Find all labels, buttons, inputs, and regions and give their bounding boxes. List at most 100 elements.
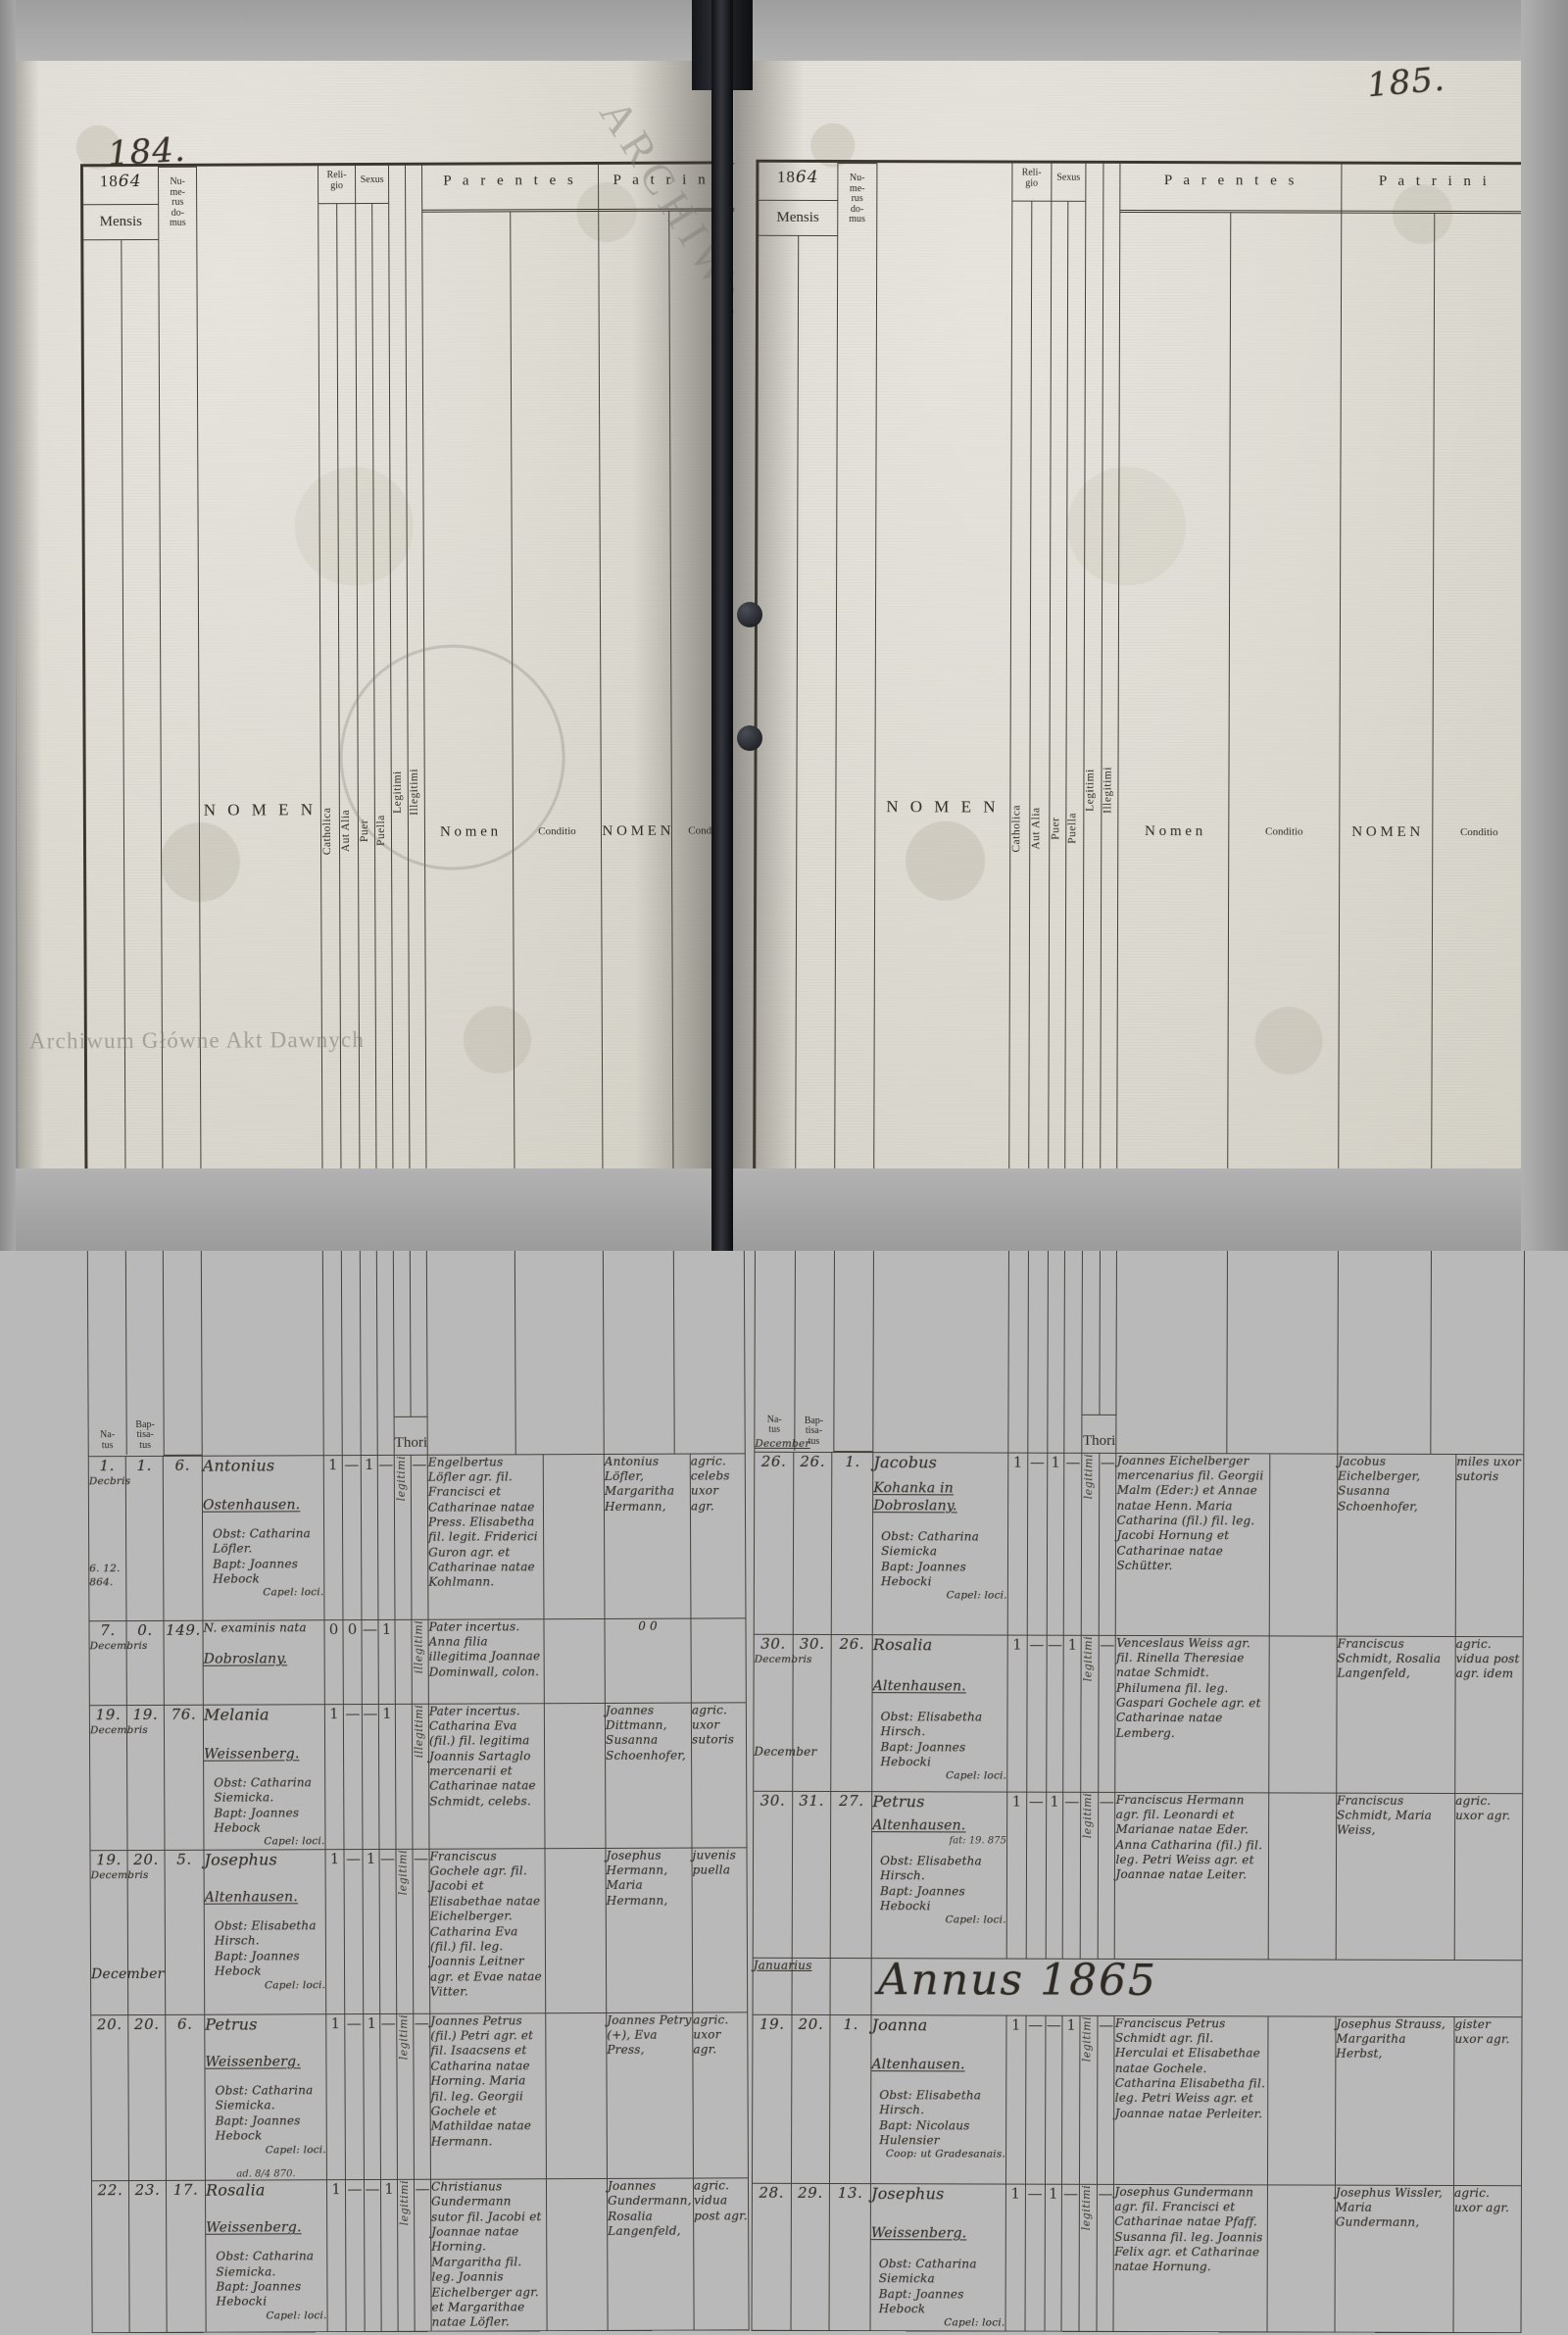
row-child-name: Petrus	[205, 2014, 325, 2035]
row-puer: 1	[364, 2014, 379, 2032]
header-parentes: P a r e n t e s	[1121, 164, 1342, 212]
row-place: Altenhausen.	[872, 1817, 1006, 1835]
header-patrini: P a t r i n i	[1342, 165, 1527, 213]
row-catholica: 1	[326, 1850, 344, 1867]
header-parentes-group: P a r e n t e s N o m e n Conditio	[1116, 163, 1342, 1453]
register-row[interactable]: 1. Decbris 6. 12. 864. 1. 6. Antonius Os…	[88, 1453, 746, 1620]
register-row[interactable]: 28. 29. 13. Josephus Weissenberg. Obst: …	[752, 2183, 1521, 2333]
register-row[interactable]: 30. 31. 27. Petrus Altenhausen. fat: 19.…	[753, 1791, 1523, 1960]
row-parentes-nomen: Franciscus Hermann agr. fil. Leonardi et…	[1115, 1792, 1268, 1883]
row-baptizans: Bapt: Joannes Hebock	[205, 1949, 325, 1979]
row-extra: 6. 12. 864.	[89, 1563, 125, 1589]
row-baptizans: Bapt: Joannes Hebocki	[206, 2279, 326, 2310]
header-patrini-nomen: N O M E N	[599, 210, 674, 1454]
row-extra: December	[91, 1966, 127, 1984]
header-religio-group: Reli- gio Catholica Aut Alia	[1008, 163, 1052, 1453]
header-mensis: Mensis	[83, 204, 159, 239]
header-religio-group: Reli- gio Catholica Aut Alia	[318, 166, 362, 1456]
row-aut-alia: 0	[344, 1620, 362, 1638]
header-natus: Na- tus December	[755, 235, 798, 1451]
row-domus: 26.	[832, 1635, 872, 1654]
row-patrini-conditio: gister uxor agr.	[1454, 2017, 1521, 2048]
register-row[interactable]: 26. 26. 1. Jacobus Kohanka in Dobroslany…	[754, 1452, 1524, 1636]
row-parentes-nomen: Venceslaus Weiss agr. fil. Rinella There…	[1116, 1635, 1269, 1741]
register-row[interactable]: 7. Decembris 0. 149. N. examinis nata Do…	[89, 1617, 746, 1705]
left-edge-shadow	[14, 58, 44, 1175]
row-thori: legitimi	[1082, 1453, 1095, 1505]
row-baptisatus: 1.	[126, 1456, 163, 1474]
row-puella: 1	[379, 1704, 395, 1721]
left-page-leaf: 184.	[14, 55, 724, 1175]
register-row[interactable]: 30. Decembris December 30. 26. Rosalia A…	[754, 1634, 1523, 1793]
row-patrini-nomen: Jacobus Eichelberger, Susanna Schoenhofe…	[1338, 1454, 1455, 1515]
row-baptisatus: 26.	[794, 1452, 832, 1470]
folio-number-right: 185.	[1365, 60, 1446, 106]
register-row[interactable]: 19. Decembris December 20. 5. Josephus A…	[90, 1848, 748, 2015]
row-patrini-conditio: agric. uxor sutoris	[692, 1703, 746, 1748]
register-row[interactable]: 19. 20. 1. Joanna Altenhausen. Obst: Eli…	[752, 2014, 1522, 2185]
row-aut-alia: —	[1026, 2015, 1045, 2033]
row-puella: 1	[381, 2180, 397, 2198]
register-row[interactable]: 20. 20. 6. Petrus Weissenberg. Obst: Cat…	[91, 2012, 749, 2181]
header-month-hand: December	[755, 1437, 794, 1451]
row-baptizans-title: Capel: loci.	[207, 2310, 327, 2323]
row-obstetrix: Obst: Elisabetha Hirsch.	[205, 1918, 325, 1949]
row-thori: legitimi	[395, 1455, 408, 1507]
row-obstetrix: Obst: Elisabetha Hirsch.	[872, 1854, 1006, 1884]
row-catholica: 1	[324, 1456, 342, 1473]
row-baptizans-title: Capel: loci.	[872, 1769, 1006, 1783]
row-month: Decembris	[90, 1640, 126, 1654]
row-month: Decembris	[91, 1869, 127, 1883]
row-natus: 28.	[753, 2183, 791, 2202]
row-obstetrix: Obst: Elisabetha Hirsch.	[871, 2088, 1005, 2118]
row-patrini-nomen: Josephus Hermann, Maria Hermann,	[607, 1848, 692, 1909]
row-obstetrix: Obst: Catharina Siemicka.	[204, 1775, 324, 1806]
row-baptizans: Bapt: Joannes Hebock	[203, 1557, 323, 1587]
row-thori: legitimi	[1082, 1635, 1095, 1687]
header-thori-group: Legitimi Illegitimi Thori	[1082, 163, 1121, 1453]
row-puella: 1	[1063, 2015, 1080, 2033]
row-baptizans-title: Capel: loci.	[873, 1589, 1007, 1603]
scan-margin-top	[0, 0, 1568, 61]
row-child-name: Jacobus	[873, 1453, 1007, 1473]
row-child-name: Petrus	[872, 1792, 1006, 1813]
annus-heading: Annus 1865	[878, 1955, 1158, 2006]
row-baptizans: Bapt: Joannes Hebocki	[872, 1740, 1006, 1770]
row-natus: 19.	[90, 1706, 126, 1724]
row-catholica: 1	[325, 1705, 343, 1722]
header-religio: Reli- gio	[1012, 164, 1051, 201]
folio-number-left: 184.	[107, 130, 187, 174]
row-natus: 26.	[755, 1452, 793, 1470]
row-natus: 30.	[754, 1791, 792, 1810]
row-domus: 76.	[165, 1705, 203, 1723]
row-parentes-nomen: Franciscus Petrus Schmidt agr. fil. Herc…	[1115, 2015, 1268, 2121]
row-puer: 1	[364, 1850, 379, 1867]
header-sexus-group: Sexus Puer Puella	[356, 165, 395, 1455]
row-domus: 27.	[831, 1792, 871, 1811]
row-puer: —	[363, 1619, 378, 1637]
header-parentes: P a r e n t e s	[422, 165, 598, 211]
row-baptizans: Bapt: Joannes Hebock	[206, 2113, 326, 2144]
scan-margin-bottom	[0, 1168, 1568, 1251]
row-catholica: 1	[1008, 1635, 1027, 1653]
row-catholica: 1	[1006, 2015, 1025, 2033]
row-patrini-nomen: 0 0	[605, 1618, 690, 1634]
register-row[interactable]: 22. 23. 17. Rosalia Weissenberg. Obst: C…	[91, 2178, 749, 2333]
row-natus: 22.	[92, 2181, 128, 2200]
row-extra: ad. 8/4 870.	[206, 2168, 326, 2180]
row-puella: —	[1062, 2184, 1079, 2202]
register-table-right: 1864 Nu- me- rus do- mus Mensis	[753, 160, 1530, 1203]
header-patrini-nomen: N O M E N	[1338, 212, 1435, 1454]
row-obstetrix: Obst: Catharina Siemicka.	[206, 2250, 326, 2280]
row-domus: 1.	[833, 1453, 873, 1471]
row-puer: —	[1047, 1635, 1063, 1653]
header-aut-alia: Aut Alia	[1028, 201, 1044, 1452]
register-row[interactable]: 19. Decembris 19. 76. Melania Weissenber…	[89, 1702, 747, 1850]
row-baptisatus: 29.	[792, 2183, 830, 2202]
header-sexus: Sexus	[356, 166, 388, 203]
header-patrini-conditio: Conditio	[1431, 212, 1528, 1454]
row-puer: 1	[1045, 2184, 1061, 2202]
row-natus: 30.	[755, 1634, 793, 1653]
row-aut-alia: —	[1027, 1635, 1046, 1653]
row-puer: 1	[1048, 1453, 1064, 1470]
